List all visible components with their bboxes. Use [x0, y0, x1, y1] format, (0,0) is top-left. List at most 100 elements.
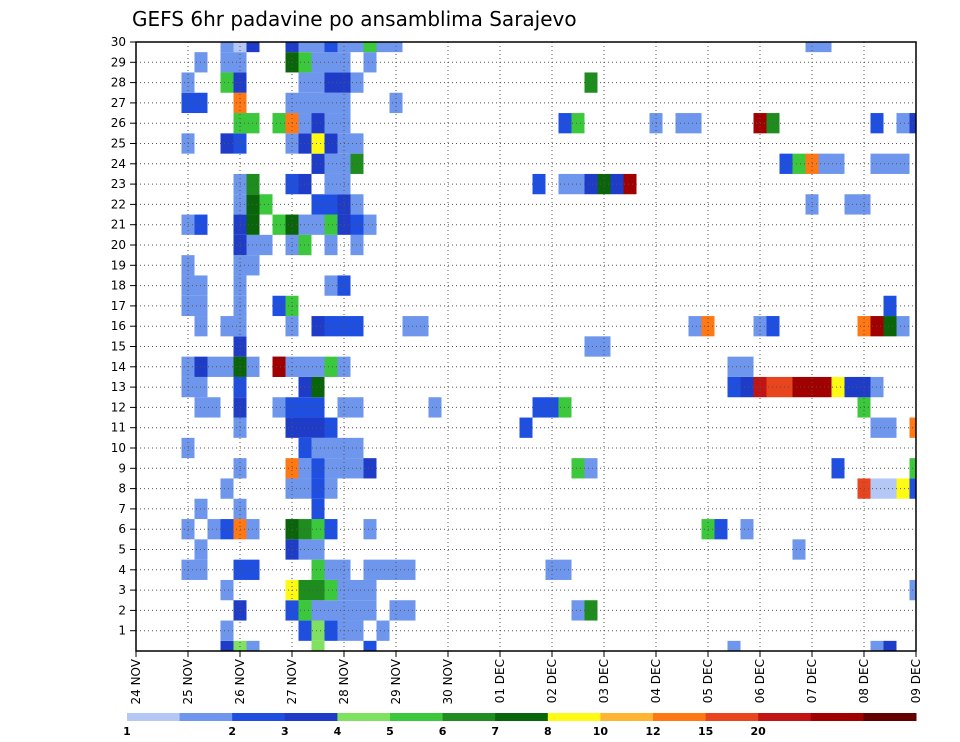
- y-tick-label: 12: [111, 400, 126, 414]
- y-tick-label: 30: [111, 35, 126, 49]
- heatmap-cell: [792, 539, 806, 560]
- heatmap-cell: [285, 42, 299, 53]
- x-tick-label: 04 DEC: [649, 659, 663, 703]
- heatmap-cell: [220, 620, 234, 641]
- colorbar-label: 3: [281, 725, 289, 738]
- axis-ticks: 1234567891011121314151617181920212223242…: [111, 35, 923, 705]
- heatmap-cell: [324, 72, 338, 93]
- heatmap-cell: [727, 356, 741, 377]
- y-tick-label: 10: [111, 441, 126, 455]
- colorbar-segment: [758, 713, 812, 721]
- heatmap-cell: [324, 42, 338, 53]
- heatmap-cell: [363, 579, 377, 601]
- heatmap-cell: [311, 214, 325, 235]
- colorbar-label: 20: [751, 725, 767, 738]
- heatmap-cell: [519, 417, 533, 438]
- heatmap-cell: [324, 356, 338, 377]
- y-tick-label: 13: [111, 380, 126, 394]
- heatmap-cell: [727, 376, 741, 398]
- heatmap-cell: [584, 458, 598, 479]
- heatmap-cell: [311, 478, 325, 499]
- heatmap-cell: [324, 214, 338, 235]
- colorbar-segment: [705, 713, 759, 721]
- heatmap-cell: [571, 458, 585, 479]
- colorbar-label: 10: [593, 725, 609, 738]
- heatmap-cell: [311, 194, 325, 215]
- heatmap-cell: [220, 42, 234, 53]
- heatmap-cell: [311, 52, 325, 73]
- colorbar-segment: [232, 713, 286, 721]
- heatmap-cell: [844, 376, 858, 398]
- heatmap-cell: [896, 478, 910, 499]
- heatmap-cell: [311, 356, 325, 377]
- heatmap-cell: [311, 498, 325, 520]
- heatmap-cell: [675, 113, 689, 134]
- heatmap-cell: [363, 640, 377, 651]
- colorbar-segment: [495, 713, 549, 721]
- y-tick-label: 26: [111, 116, 126, 130]
- heatmap-cell: [311, 437, 325, 459]
- heatmap-cell: [792, 153, 806, 174]
- x-tick-label: 08 DEC: [857, 659, 871, 703]
- colorbar-label: 5: [386, 725, 394, 738]
- heatmap-cell: [220, 519, 234, 540]
- y-tick-label: 8: [118, 482, 126, 496]
- heatmap-cell: [324, 559, 338, 580]
- y-tick-label: 20: [111, 238, 126, 252]
- y-tick-label: 17: [111, 299, 126, 313]
- y-tick-label: 5: [118, 543, 126, 557]
- heatmap-cell: [272, 356, 286, 377]
- colorbar-label: 1: [123, 725, 131, 738]
- heatmap-cell: [727, 640, 741, 651]
- heatmap-cell: [311, 640, 325, 651]
- colorbar-segment: [810, 713, 864, 721]
- x-tick-label: 30 NOV: [441, 658, 455, 704]
- heatmap-cell: [350, 42, 364, 53]
- heatmap-cell: [324, 316, 338, 337]
- x-tick-label: 25 NOV: [181, 658, 195, 704]
- y-tick-label: 11: [111, 421, 126, 435]
- heatmap-cell: [415, 316, 429, 337]
- colorbar-label: 8: [544, 725, 552, 738]
- heatmap-cell: [740, 356, 754, 377]
- heatmap-cell: [246, 42, 260, 53]
- heatmap-cell: [311, 620, 325, 641]
- heatmap-cell: [311, 113, 325, 134]
- heatmap-cell: [324, 52, 338, 73]
- x-tick-label: 26 NOV: [233, 658, 247, 704]
- heatmap-cell: [272, 113, 286, 134]
- heatmap-cell: [324, 458, 338, 479]
- heatmap-cell: [883, 153, 897, 174]
- heatmap-cell: [337, 42, 351, 53]
- heatmap-cell: [376, 559, 390, 580]
- y-tick-label: 21: [111, 218, 126, 232]
- y-tick-label: 23: [111, 177, 126, 191]
- heatmap-cell: [207, 397, 221, 418]
- y-tick-label: 19: [111, 258, 126, 272]
- colorbar-label: 7: [491, 725, 499, 738]
- colorbar-label: 2: [228, 725, 236, 738]
- colorbar-segment: [547, 713, 601, 721]
- x-tick-label: 02 DEC: [545, 659, 559, 703]
- y-tick-label: 3: [118, 583, 126, 597]
- heatmap-cell: [584, 72, 598, 93]
- heatmap-cell: [324, 478, 338, 499]
- colorbar-segment: [390, 713, 444, 721]
- x-tick-label: 09 DEC: [909, 659, 923, 703]
- heatmap-cell: [324, 194, 338, 215]
- heatmap-cell: [324, 92, 338, 114]
- heatmap-cell: [220, 52, 234, 73]
- heatmap-cell: [220, 356, 234, 377]
- heatmap-cell: [220, 133, 234, 154]
- x-tick-label: 07 DEC: [805, 659, 819, 703]
- heatmap-cell: [363, 559, 377, 580]
- heatmap-cell: [389, 42, 403, 53]
- colorbar-segment: [442, 713, 496, 721]
- heatmap-cell: [532, 397, 546, 418]
- y-tick-label: 25: [111, 137, 126, 151]
- heatmap-cell: [311, 600, 325, 621]
- y-tick-label: 7: [118, 502, 126, 516]
- chart-title: GEFS 6hr padavine po ansamblima Sarajevo: [132, 7, 577, 31]
- y-tick-label: 29: [111, 55, 126, 69]
- colorbar-label: 6: [439, 725, 447, 738]
